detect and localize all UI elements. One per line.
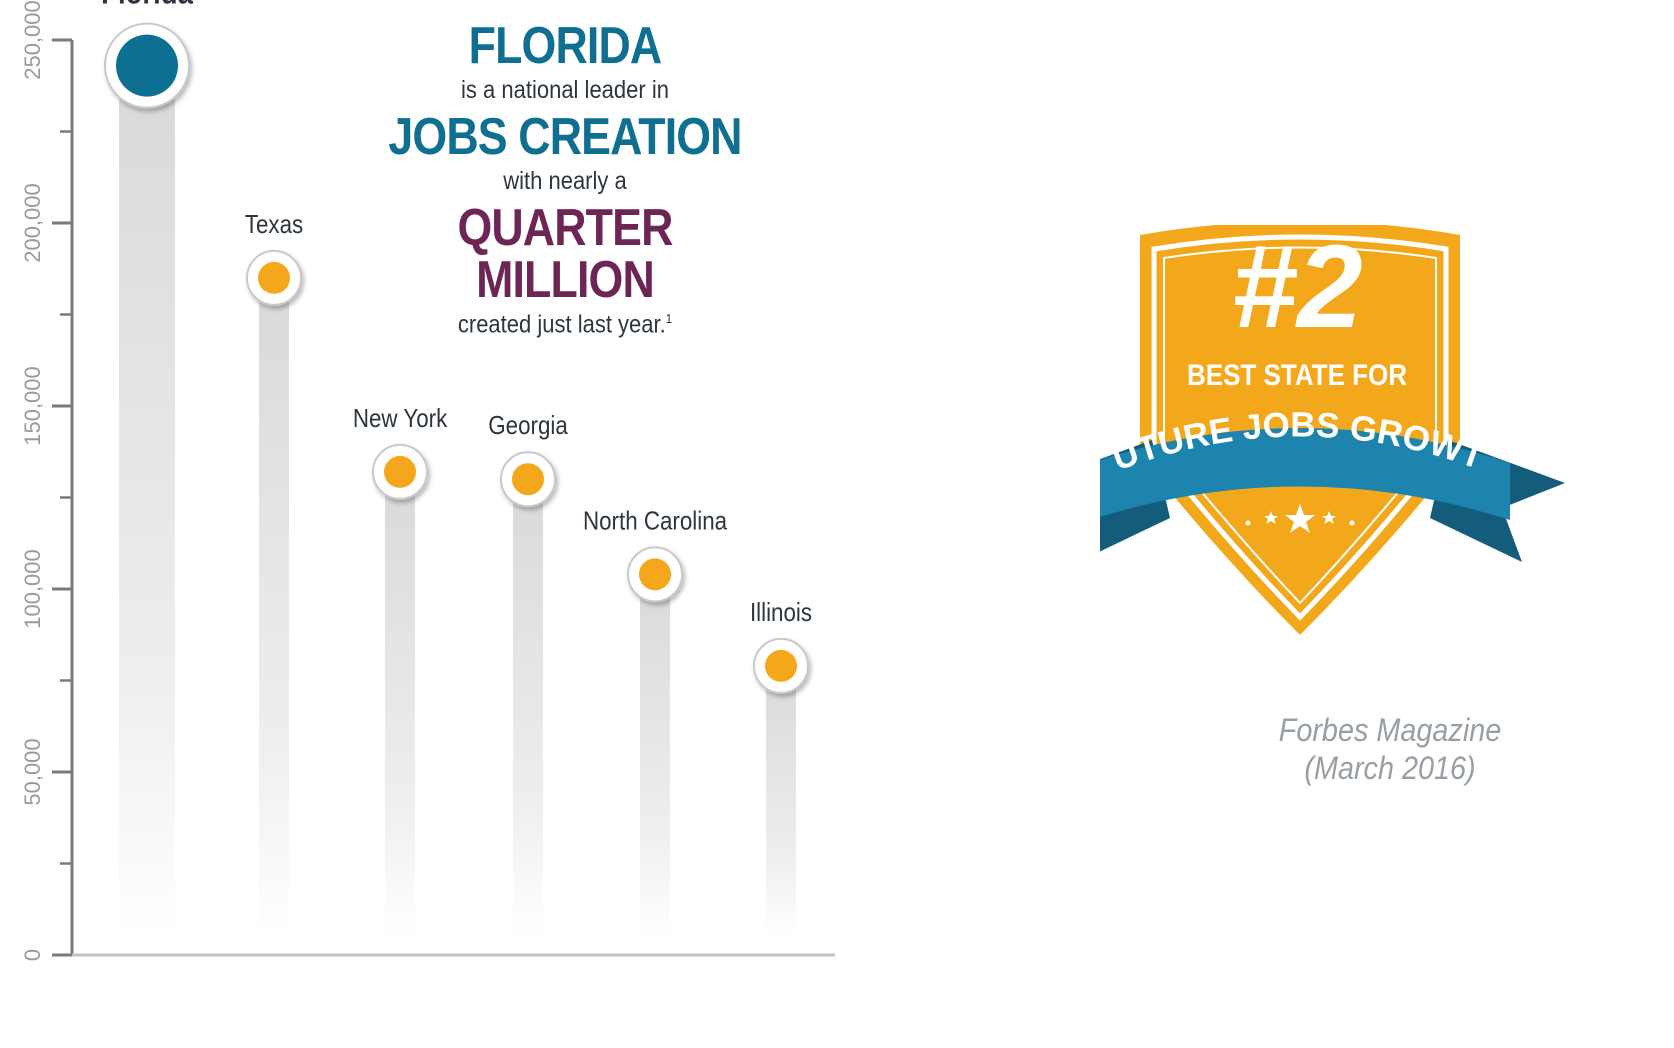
point-fill [258,261,290,294]
stem [119,65,175,938]
badge-best-state: BEST STATE FOR [1187,359,1407,392]
stem [385,471,415,937]
y-tick-label: 0 [20,949,45,961]
data-point [500,451,556,508]
state-label: Illinois [750,598,812,627]
headline-created-line: created just last year. [457,310,666,339]
point-fill [116,34,178,97]
point-fill [512,463,544,496]
stem [513,479,543,937]
point-fill [765,649,797,682]
point-fill [384,455,416,488]
state-labels: Florida Texas New York Georgia North Carolin… [101,0,812,627]
best-state-badge: #2 BEST STATE FOR FUTURE JOBS GROWTH [1100,225,1565,635]
source-citation: Forbes Magazine (March 2016) [1230,712,1550,788]
stem [259,277,289,937]
highlight-point [104,22,190,109]
state-label: New York [353,404,448,433]
source-date: (March 2016) [1304,749,1476,786]
headline-quarter-million: QUARTER MILLION [457,199,673,309]
y-tick-label: 250,000 [20,0,45,80]
headline-created-text: created just last year.1 [358,312,772,337]
ribbon-band [1100,428,1510,520]
state-label: Florida [101,0,193,11]
data-point [753,637,809,694]
footnote-mark: 1 [665,311,673,326]
y-tick-label: 200,000 [20,183,45,263]
point-fill [639,558,671,591]
headline-jobs-creation: JOBS CREATION [388,108,742,166]
y-tick-label: 100,000 [20,549,45,629]
headline-leader-text: is a national leader in [461,76,669,104]
jobs-chart: 0 50,000 100,000 150,000 200,000 250,000 Flor… [20,0,835,961]
shield-inner-border-2 [1163,246,1437,605]
state-label: Georgia [488,412,568,441]
stars-icon [1245,504,1355,533]
stems [119,65,796,938]
data-points [104,22,809,694]
headline-nearly-text: with nearly a [503,167,627,195]
state-label: North Carolina [583,507,728,536]
source-publication: Forbes Magazine [1278,712,1502,748]
rank-number: #2 [1231,225,1362,353]
data-point [627,546,683,603]
shield-inner-border [1151,234,1449,621]
headline-florida: FLORIDA [468,17,663,75]
y-axis: 0 50,000 100,000 150,000 200,000 250,000 [20,0,835,961]
data-point [372,443,428,500]
data-point [246,249,302,306]
y-tick-label: 50,000 [20,738,45,805]
stem [640,574,670,937]
headline: FLORIDA is a national leader in JOBS CRE… [330,20,800,345]
stem [766,665,796,937]
state-label: Texas [245,210,303,239]
y-tick-label: 150,000 [20,366,45,446]
